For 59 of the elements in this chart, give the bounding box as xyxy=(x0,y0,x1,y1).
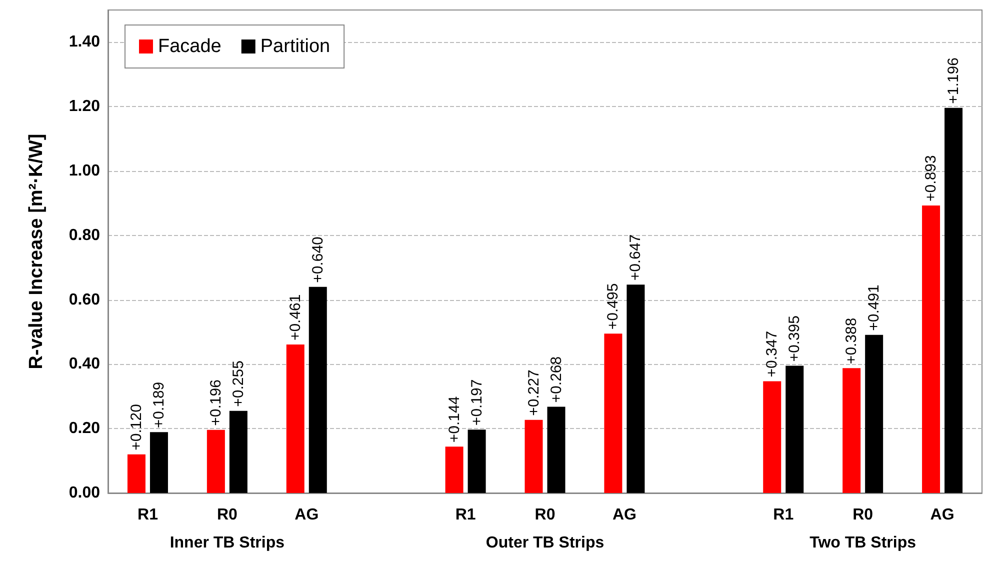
bar xyxy=(524,420,543,493)
bar xyxy=(922,205,940,493)
y-tick-label: 0.80 xyxy=(68,226,100,244)
data-label: +0.255 xyxy=(230,360,247,407)
legend-label: Facade xyxy=(158,36,222,57)
data-label: +0.268 xyxy=(548,356,565,403)
data-label: +0.491 xyxy=(866,284,883,331)
data-label: +0.893 xyxy=(922,155,940,202)
text: Inner TB Strips xyxy=(170,534,285,552)
bar xyxy=(786,366,804,493)
y-tick-label: 1.20 xyxy=(68,98,100,116)
x-tick-label: R0 xyxy=(216,506,238,524)
x-tick-label: R1 xyxy=(138,506,158,524)
bar xyxy=(865,334,884,493)
data-label: +0.388 xyxy=(843,318,860,364)
x-tick-label: AG xyxy=(930,506,954,524)
data-label: +0.189 xyxy=(150,382,168,428)
data-label: +1.196 xyxy=(945,58,962,104)
bar xyxy=(604,334,622,493)
data-label: +0.120 xyxy=(128,404,145,450)
y-tick-label: 0.20 xyxy=(68,420,100,438)
y-axis-title: R-value Increase [m²·K/W] xyxy=(26,134,47,370)
y-tick-label: 1.00 xyxy=(68,162,100,180)
bar xyxy=(547,406,566,493)
bar xyxy=(286,344,304,493)
data-label: +0.197 xyxy=(468,379,486,426)
bar xyxy=(445,446,464,493)
data-label: +0.647 xyxy=(627,234,644,281)
x-tick-label: AG xyxy=(612,506,636,524)
bar xyxy=(763,381,782,493)
bar xyxy=(127,454,146,493)
y-tick-label: 0.00 xyxy=(68,484,100,502)
data-label: +0.640 xyxy=(309,236,326,283)
text: Two TB Strips xyxy=(810,534,916,552)
bar xyxy=(229,410,248,493)
bar xyxy=(626,284,645,493)
data-label: +0.395 xyxy=(786,316,804,362)
data-label: +0.461 xyxy=(286,294,304,341)
bar xyxy=(150,432,168,493)
data-label: +0.347 xyxy=(764,330,781,378)
bar xyxy=(206,430,225,493)
bar xyxy=(468,430,486,493)
legend-label: Partition xyxy=(260,36,330,57)
bar xyxy=(944,108,963,493)
y-tick-label: 0.40 xyxy=(68,356,100,373)
y-tick-label: 1.40 xyxy=(68,34,100,51)
x-tick-label: R0 xyxy=(852,506,874,524)
x-tick-label: R1 xyxy=(773,506,794,524)
x-tick-label: R1 xyxy=(455,506,476,524)
data-label: +0.144 xyxy=(446,396,463,443)
text: Outer TB Strips xyxy=(486,534,604,552)
y-tick-label: 0.60 xyxy=(68,291,100,308)
data-label: +0.227 xyxy=(525,370,542,416)
x-tick-label: AG xyxy=(294,506,319,524)
x-tick-label: R0 xyxy=(534,506,556,524)
bar xyxy=(842,368,861,493)
bar xyxy=(308,286,327,493)
data-label: +0.495 xyxy=(604,283,622,330)
data-label: +0.196 xyxy=(207,380,224,426)
